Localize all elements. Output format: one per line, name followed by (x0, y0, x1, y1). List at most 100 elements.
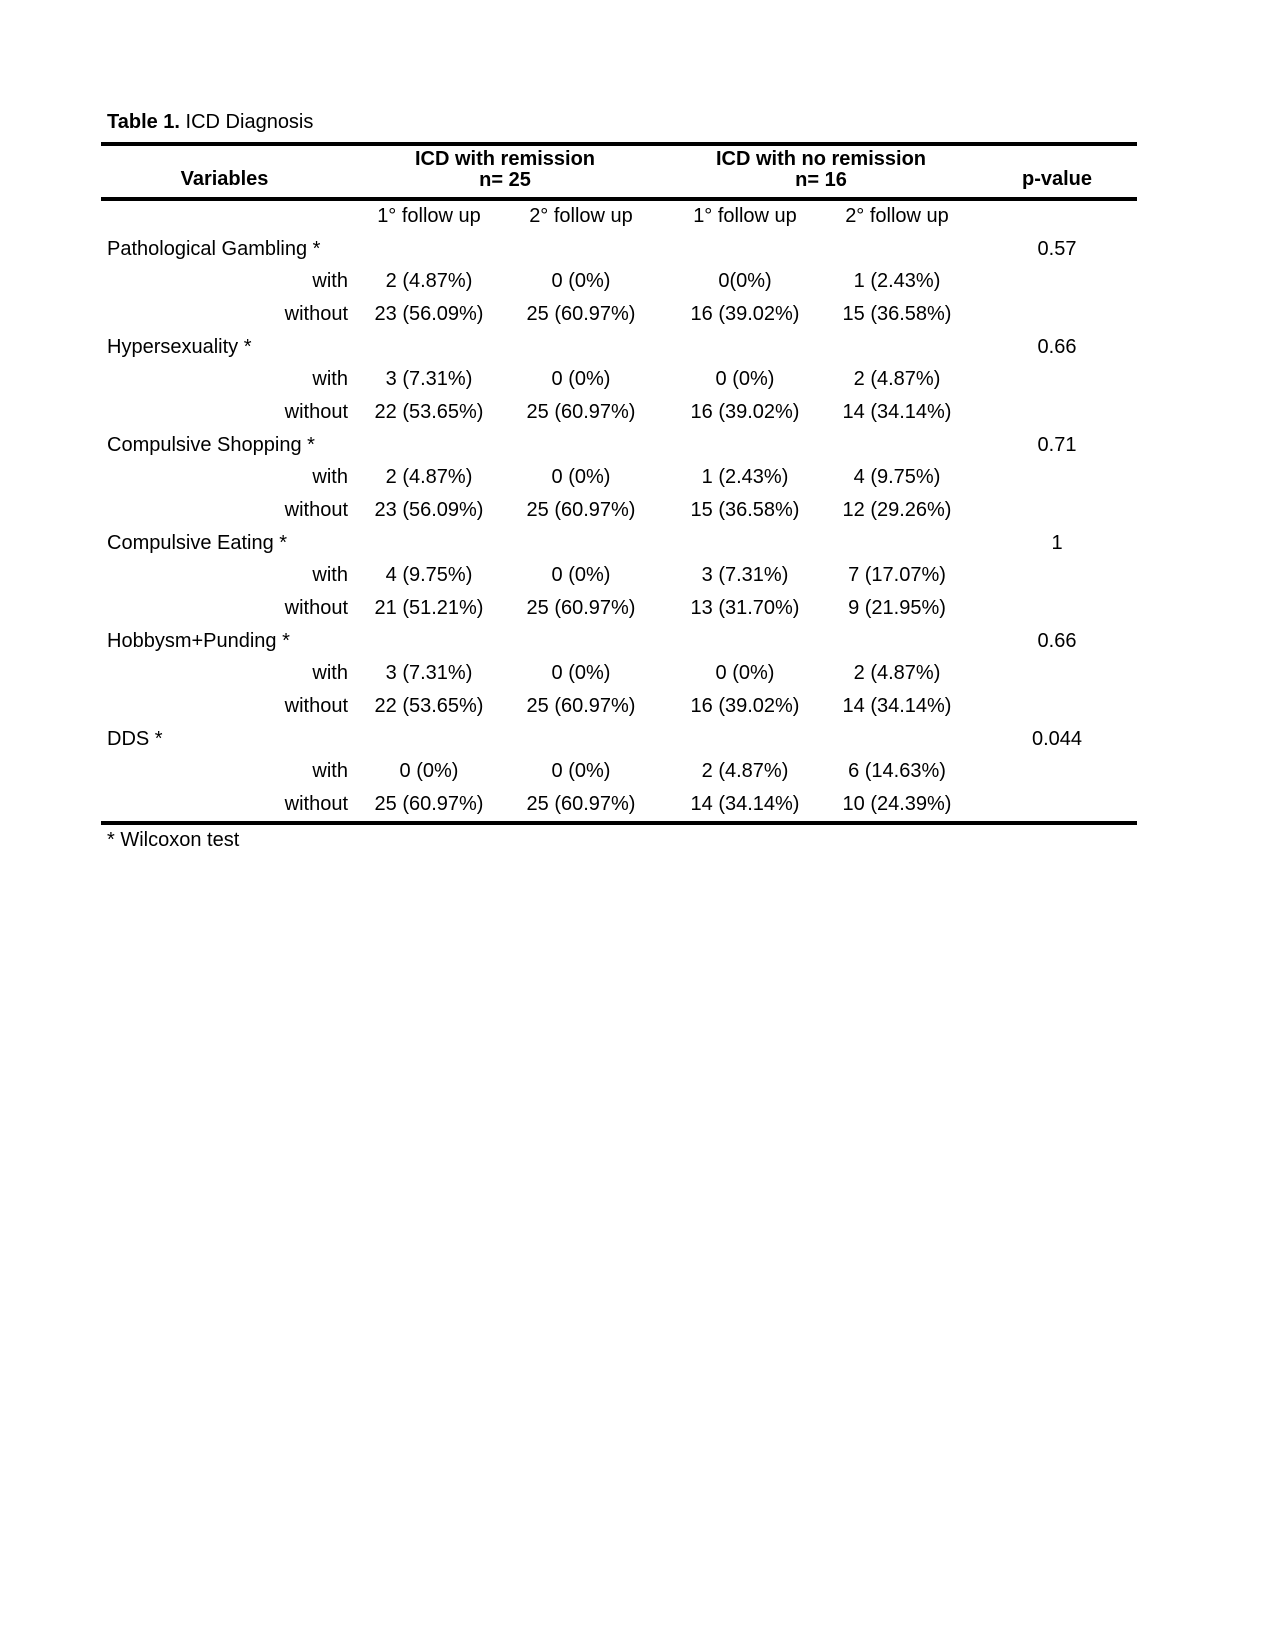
p-value-cell: 0.71 (1037, 433, 1077, 456)
without-row: without 25 (60.97%) 25 (60.97%) 14 (34.1… (101, 788, 1137, 821)
subcolumn-header-fu2-remission: 2° follow up (529, 205, 633, 227)
variable-row: Compulsive Shopping * 0.71 (101, 429, 1137, 462)
variable-name: DDS * (107, 727, 163, 750)
table-cell: 25 (60.97%) (526, 694, 636, 717)
table-cell: 25 (60.97%) (526, 400, 636, 423)
table-cell: 3 (7.31%) (385, 368, 473, 391)
table-cell: 25 (60.97%) (526, 792, 636, 815)
without-row: without 22 (53.65%) 25 (60.97%) 16 (39.0… (101, 690, 1137, 723)
variable-name: Compulsive Eating * (107, 531, 288, 554)
group-header-icd-no-remission: ICD with no remission n= 16 (716, 149, 926, 191)
table-cell: 3 (7.31%) (701, 564, 789, 587)
table-cell: 0 (0%) (551, 662, 611, 685)
table-cell: 15 (36.58%) (842, 303, 952, 325)
p-value-cell: 0.66 (1037, 629, 1077, 652)
p-value-cell: 0.57 (1037, 237, 1077, 260)
table-cell: 25 (60.97%) (374, 792, 484, 815)
table-cell: 4 (9.75%) (385, 564, 473, 587)
row-label-with: with (312, 760, 348, 783)
with-row: with 3 (7.31%) 0 (0%) 0 (0%) 2 (4.87%) (101, 363, 1137, 396)
data-table: Variables ICD with remission n= 25 ICD w… (101, 142, 1137, 825)
row-label-with: with (312, 466, 348, 489)
table-cell: 2 (4.87%) (701, 760, 789, 783)
table-footnote: * Wilcoxon test (107, 829, 240, 851)
without-row: without 23 (56.09%) 25 (60.97%) 15 (36.5… (101, 494, 1137, 527)
group-header-title: ICD with no remission (715, 148, 927, 170)
variable-name: Pathological Gambling * (107, 237, 321, 260)
table-cell: 16 (39.02%) (690, 400, 800, 423)
table-cell: 22 (53.65%) (374, 400, 484, 423)
row-label-without: without (284, 596, 348, 619)
table-bottom-rule (101, 820, 1137, 825)
variable-name: Compulsive Shopping * (107, 433, 315, 456)
table-cell: 9 (21.95%) (848, 596, 946, 619)
table-cell: 15 (36.58%) (690, 498, 800, 521)
table-title-text: ICD Diagnosis (180, 111, 314, 133)
table-cell: 3 (7.31%) (385, 662, 473, 685)
row-label-with: with (312, 368, 348, 391)
table-cell: 0 (0%) (551, 760, 611, 783)
subheader-row: 1° follow up 2° follow up 1° follow up 2… (101, 201, 1137, 233)
column-header-p-value: p-value (1021, 168, 1093, 190)
table-cell: 23 (56.09%) (374, 303, 484, 325)
with-row: with 0 (0%) 0 (0%) 2 (4.87%) 6 (14.63%) (101, 755, 1137, 788)
table-cell: 0 (0%) (715, 368, 775, 391)
subcolumn-header-fu1-remission: 1° follow up (377, 205, 481, 227)
table-cell: 10 (24.39%) (842, 792, 952, 815)
table-cell: 14 (34.14%) (690, 792, 800, 815)
table-cell: 14 (34.14%) (842, 400, 952, 423)
table-title-label: Table 1. (107, 111, 180, 133)
table-cell: 4 (9.75%) (853, 466, 941, 489)
table-cell: 0 (0%) (399, 760, 459, 783)
table-cell: 14 (34.14%) (842, 694, 952, 717)
table-cell: 0 (0%) (551, 564, 611, 587)
table-cell: 21 (51.21%) (374, 596, 484, 619)
table-cell: 16 (39.02%) (690, 303, 800, 325)
with-row: with 2 (4.87%) 0 (0%) 1 (2.43%) 4 (9.75%… (101, 461, 1137, 494)
table-cell: 12 (29.26%) (842, 498, 952, 521)
table-cell: 1 (2.43%) (701, 466, 789, 489)
table-cell: 7 (17.07%) (848, 564, 946, 587)
subcolumn-header-fu1-no-remission: 1° follow up (693, 205, 797, 227)
row-label-without: without (284, 792, 348, 815)
table-cell: 2 (4.87%) (385, 270, 473, 293)
p-value-cell: 0.044 (1031, 727, 1083, 750)
group-header-n: n= 16 (795, 169, 847, 191)
variable-name: Hobbysm+Punding * (107, 629, 290, 652)
without-row: without 22 (53.65%) 25 (60.97%) 16 (39.0… (101, 396, 1137, 429)
table-top-rule (101, 142, 1137, 146)
table-cell: 2 (4.87%) (853, 368, 941, 391)
row-label-without: without (284, 498, 348, 521)
table-cell: 25 (60.97%) (526, 596, 636, 619)
p-value-cell: 1 (1051, 531, 1063, 554)
variable-row: Pathological Gambling * 0.57 (101, 233, 1137, 266)
table-cell: 23 (56.09%) (374, 498, 484, 521)
group-header-title: ICD with remission (414, 148, 596, 170)
group-header-icd-with-remission: ICD with remission n= 25 (415, 149, 595, 191)
row-label-with: with (312, 270, 348, 293)
variable-row: DDS * 0.044 (101, 723, 1137, 756)
row-label-with: with (312, 662, 348, 685)
table-title: Table 1. ICD Diagnosis (107, 111, 313, 134)
without-row: without 23 (56.09%) 25 (60.97%) 16 (39.0… (101, 298, 1137, 331)
table-cell: 2 (4.87%) (385, 466, 473, 489)
table-cell: 0 (0%) (551, 466, 611, 489)
p-value-cell: 0.66 (1037, 335, 1077, 358)
row-label-without: without (284, 400, 348, 423)
table-cell: 6 (14.63%) (848, 760, 946, 783)
table-cell: 13 (31.70%) (690, 596, 800, 619)
without-row: without 21 (51.21%) 25 (60.97%) 13 (31.7… (101, 592, 1137, 625)
table-cell: 16 (39.02%) (690, 694, 800, 717)
table-header-row: Variables ICD with remission n= 25 ICD w… (101, 146, 1137, 197)
row-label-without: without (284, 303, 348, 325)
table-cell: 0 (0%) (551, 368, 611, 391)
table-cell: 1 (2.43%) (853, 270, 941, 293)
column-header-variables: Variables (180, 168, 269, 190)
variable-row: Hobbysm+Punding * 0.66 (101, 625, 1137, 658)
variable-name: Hypersexuality * (107, 335, 252, 358)
table-cell: 25 (60.97%) (526, 498, 636, 521)
table-cell: 0 (0%) (551, 270, 611, 293)
with-row: with 2 (4.87%) 0 (0%) 0(0%) 1 (2.43%) (101, 265, 1137, 298)
with-row: with 4 (9.75%) 0 (0%) 3 (7.31%) 7 (17.07… (101, 559, 1137, 592)
table-cell: 0(0%) (718, 270, 772, 293)
